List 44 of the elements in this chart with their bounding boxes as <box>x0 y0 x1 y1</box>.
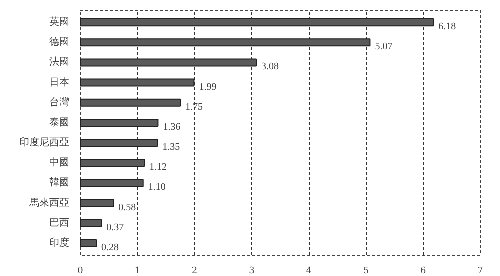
data-label: 6.18 <box>438 22 456 33</box>
data-label: 1.10 <box>148 182 166 194</box>
x-tick-label: 1 <box>134 266 141 276</box>
bar <box>80 139 158 148</box>
y-tick-label: 印度 <box>50 236 70 249</box>
x-tick-label: 7 <box>478 266 484 276</box>
x-tick-label: 0 <box>78 266 84 276</box>
data-label: 3.08 <box>262 62 279 73</box>
x-tick-label: 3 <box>249 266 256 276</box>
bar <box>80 38 371 47</box>
bar <box>80 18 434 27</box>
bar <box>80 118 159 127</box>
y-tick-label: 巴西 <box>50 218 70 229</box>
y-tick-label: 印度尼西亞 <box>20 136 70 149</box>
data-label: 1.35 <box>162 142 180 154</box>
y-tick-label: 泰國 <box>50 117 70 128</box>
data-label: 0.37 <box>106 222 124 234</box>
x-tick-label: 6 <box>420 266 426 276</box>
bar <box>80 179 144 188</box>
x-tick-label: 2 <box>192 266 198 276</box>
data-label: 1.12 <box>150 162 167 174</box>
bar <box>80 239 97 248</box>
x-tick-label: 5 <box>363 266 370 276</box>
bar <box>80 58 257 67</box>
bar <box>80 159 145 168</box>
x-tick-label: 4 <box>306 266 312 276</box>
y-tick-label: 法國 <box>50 56 70 68</box>
y-tick-label: 日本 <box>50 76 70 88</box>
data-label: 5.07 <box>375 42 393 53</box>
bar <box>80 98 181 107</box>
bar <box>80 199 114 208</box>
data-label: 0.28 <box>102 242 119 254</box>
data-label: 1.36 <box>163 122 181 133</box>
data-label: 0.58 <box>118 202 136 214</box>
data-label: 1.75 <box>186 102 203 113</box>
y-tick-label: 中國 <box>50 156 70 169</box>
y-tick-label: 德國 <box>50 37 70 48</box>
y-tick-label: 韓國 <box>50 176 70 189</box>
data-label: 1.99 <box>199 82 217 93</box>
y-tick-label: 馬來西亞 <box>28 196 70 209</box>
y-tick-label: 英國 <box>50 16 70 28</box>
y-tick-label: 台灣 <box>50 96 70 108</box>
bar <box>80 78 195 87</box>
bar <box>80 219 102 228</box>
